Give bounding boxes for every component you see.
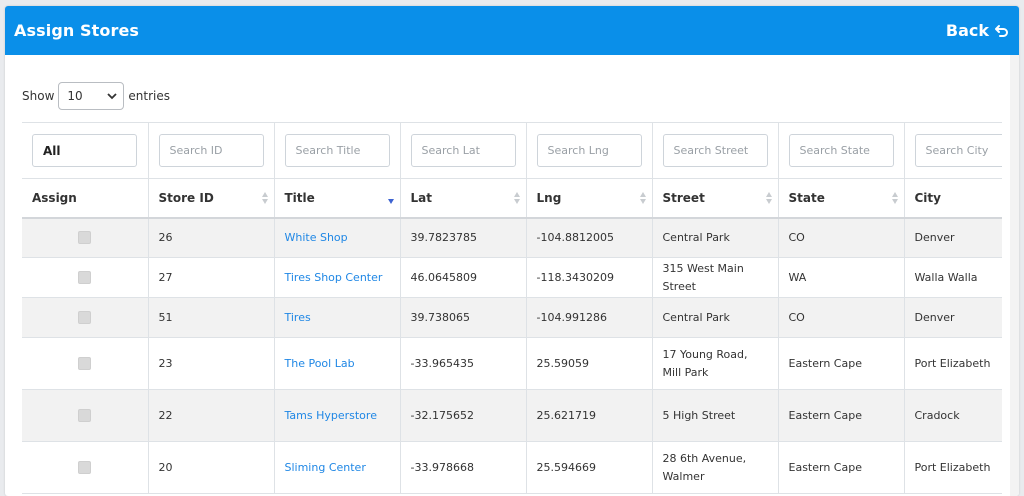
header-row: Assign Store ID Title Lat Lng Street Sta… [22, 178, 1002, 219]
column-header-lng[interactable]: Lng [526, 178, 653, 219]
table-row: 22 Tams Hyperstore -32.175652 25.621719 … [22, 389, 1002, 442]
sort-icon [765, 192, 773, 205]
assign-checkbox[interactable] [78, 461, 92, 474]
cell-street: 28 6th Avenue, Walmer [652, 441, 779, 494]
cell-lng: -118.3430209 [526, 257, 653, 298]
cell-lat: -33.965435 [400, 337, 527, 390]
search-title-input[interactable]: Search Title [284, 134, 390, 167]
column-header-store-id[interactable]: Store ID [148, 178, 275, 219]
cell-street: Central Park [652, 297, 779, 338]
assign-checkbox[interactable] [78, 311, 92, 324]
search-id-input[interactable]: Search ID [158, 134, 264, 167]
cell-lat: -32.175652 [400, 389, 527, 442]
cell-city: Walla Walla [904, 257, 1002, 298]
cell-store-id: 23 [148, 337, 275, 390]
cell-state: Eastern Cape [778, 389, 905, 442]
cell-store-id: 22 [148, 389, 275, 442]
entries-length-control: Show 10 entries [22, 82, 170, 110]
search-state-input[interactable]: Search State [788, 134, 894, 167]
table-row: 26 White Shop 39.7823785 -104.8812005 Ce… [22, 217, 1002, 258]
store-title-link[interactable]: Tams Hyperstore [284, 408, 377, 422]
cell-state: CO [778, 217, 905, 258]
cell-store-id: 51 [148, 297, 275, 338]
table-row: 27 Tires Shop Center 46.0645809 -118.343… [22, 257, 1002, 298]
cell-state: Eastern Cape [778, 337, 905, 390]
sort-desc-icon [387, 192, 395, 205]
cell-store-id: 26 [148, 217, 275, 258]
cell-city: Denver [904, 217, 1002, 258]
cell-lat: 39.738065 [400, 297, 527, 338]
sort-icon [261, 192, 269, 205]
sort-icon [513, 192, 521, 205]
search-lat-input[interactable]: Search Lat [410, 134, 516, 167]
store-title-link[interactable]: Tires Shop Center [284, 270, 383, 284]
assign-filter-select[interactable]: All [32, 134, 137, 167]
cell-state: CO [778, 297, 905, 338]
search-street-input[interactable]: Search Street [662, 134, 768, 167]
assign-checkbox[interactable] [78, 409, 92, 422]
store-title-link[interactable]: The Pool Lab [284, 356, 355, 370]
stores-table: All Search ID Search Title Search Lat Se… [22, 122, 1002, 494]
table-row: 51 Tires 39.738065 -104.991286 Central P… [22, 297, 1002, 338]
cell-lng: -104.8812005 [526, 217, 653, 258]
cell-lat: 39.7823785 [400, 217, 527, 258]
cell-street: 5 High Street [652, 389, 779, 442]
cell-city: Denver [904, 297, 1002, 338]
cell-state: Eastern Cape [778, 441, 905, 494]
cell-city: Cradock [904, 389, 1002, 442]
column-header-lat[interactable]: Lat [400, 178, 527, 219]
undo-arrow-icon [995, 24, 1008, 37]
sort-icon [891, 192, 899, 205]
column-header-state[interactable]: State [778, 178, 905, 219]
show-label: Show [22, 89, 55, 103]
cell-store-id: 27 [148, 257, 275, 298]
cell-state: WA [778, 257, 905, 298]
search-lng-input[interactable]: Search Lng [536, 134, 642, 167]
store-title-link[interactable]: Sliming Center [284, 460, 366, 474]
vertical-scrollbar[interactable] [1010, 55, 1019, 496]
search-city-input[interactable]: Search City [914, 134, 1002, 167]
cell-lng: 25.594669 [526, 441, 653, 494]
sort-icon [639, 192, 647, 205]
cell-lng: 25.621719 [526, 389, 653, 442]
page-title: Assign Stores [14, 21, 140, 40]
store-title-link[interactable]: Tires [284, 310, 311, 324]
table-row: 20 Sliming Center -33.978668 25.594669 2… [22, 441, 1002, 494]
assign-checkbox[interactable] [78, 357, 92, 370]
entries-label: entries [128, 89, 170, 103]
cell-lng: -104.991286 [526, 297, 653, 338]
assign-checkbox[interactable] [78, 231, 92, 245]
assign-stores-panel: Assign Stores Back Show 10 entries All [5, 6, 1019, 496]
cell-lat: 46.0645809 [400, 257, 527, 298]
cell-city: Port Elizabeth [904, 441, 1002, 494]
back-label: Back [945, 21, 989, 40]
column-header-street[interactable]: Street [652, 178, 779, 219]
cell-lng: 25.59059 [526, 337, 653, 390]
filter-row: All Search ID Search Title Search Lat Se… [22, 122, 1002, 179]
stores-table-wrapper: All Search ID Search Title Search Lat Se… [22, 122, 1002, 496]
entries-select-value: 10 [67, 89, 83, 103]
store-title-link[interactable]: White Shop [284, 230, 348, 244]
column-header-assign: Assign [22, 178, 149, 219]
cell-street: 315 West Main Street [652, 257, 779, 298]
panel-header: Assign Stores Back [5, 6, 1019, 55]
assign-checkbox[interactable] [78, 271, 92, 284]
cell-city: Port Elizabeth [904, 337, 1002, 390]
cell-street: Central Park [652, 217, 779, 258]
entries-select[interactable]: 10 [58, 82, 125, 110]
column-header-title[interactable]: Title [274, 178, 401, 219]
cell-store-id: 20 [148, 441, 275, 494]
back-button[interactable]: Back [946, 21, 1010, 40]
column-header-city[interactable]: City [904, 178, 1002, 219]
cell-street: 17 Young Road, Mill Park [652, 337, 779, 390]
table-row: 23 The Pool Lab -33.965435 25.59059 17 Y… [22, 337, 1002, 390]
chevron-down-icon [107, 92, 118, 99]
cell-lat: -33.978668 [400, 441, 527, 494]
